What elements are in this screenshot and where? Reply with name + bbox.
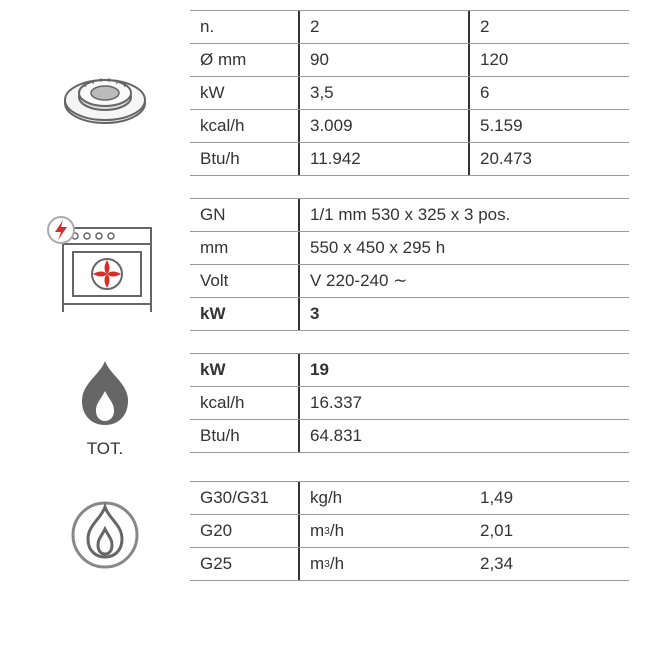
flame-solid-icon <box>70 353 140 433</box>
table-row: n.22 <box>190 10 629 44</box>
table-row: kcal/h3.0095.159 <box>190 110 629 143</box>
burner-icon-col <box>20 10 190 176</box>
burner-section: n.22Ø mm90120kW3,56kcal/h3.0095.159Btu/h… <box>20 10 629 176</box>
total-caption: TOT. <box>87 439 124 459</box>
row-label: kW <box>190 298 300 330</box>
oven-icon-col <box>20 198 190 331</box>
table-row: kW19 <box>190 353 629 387</box>
row-label: G25 <box>190 548 300 580</box>
row-value: 550 x 450 x 295 h <box>300 232 629 264</box>
total-icon-col: TOT. <box>20 353 190 459</box>
row-value-2: 120 <box>470 44 629 76</box>
row-value-1: 3.009 <box>300 110 470 142</box>
gas-icon-col <box>20 481 190 581</box>
oven-section: GN1/1 mm 530 x 325 x 3 pos.mm550 x 450 x… <box>20 198 629 331</box>
row-unit: kg/h <box>300 482 470 514</box>
row-label: Ø mm <box>190 44 300 76</box>
gas-section: G30/G31kg/h1,49G20m3/h2,01G25m3/h2,34 <box>20 481 629 581</box>
row-value: 64.831 <box>300 420 629 452</box>
table-row: kcal/h16.337 <box>190 387 629 420</box>
oven-rows: GN1/1 mm 530 x 325 x 3 pos.mm550 x 450 x… <box>190 198 629 331</box>
table-row: G25m3/h2,34 <box>190 548 629 581</box>
total-rows: kW19kcal/h16.337Btu/h64.831 <box>190 353 629 459</box>
row-value: 1/1 mm 530 x 325 x 3 pos. <box>300 199 629 231</box>
gas-rows: G30/G31kg/h1,49G20m3/h2,01G25m3/h2,34 <box>190 481 629 581</box>
table-row: GN1/1 mm 530 x 325 x 3 pos. <box>190 198 629 232</box>
row-value: V 220-240 ∼ <box>300 265 629 297</box>
table-row: VoltV 220-240 ∼ <box>190 265 629 298</box>
row-label: GN <box>190 199 300 231</box>
burner-rows: n.22Ø mm90120kW3,56kcal/h3.0095.159Btu/h… <box>190 10 629 176</box>
table-row: G20m3/h2,01 <box>190 515 629 548</box>
row-label: Btu/h <box>190 143 300 175</box>
row-label: mm <box>190 232 300 264</box>
row-label: Btu/h <box>190 420 300 452</box>
row-value: 19 <box>300 354 629 386</box>
row-label: Volt <box>190 265 300 297</box>
table-row: kW3 <box>190 298 629 331</box>
row-value-2: 5.159 <box>470 110 629 142</box>
row-value-2: 2 <box>470 11 629 43</box>
table-row: mm550 x 450 x 295 h <box>190 232 629 265</box>
row-label: kW <box>190 354 300 386</box>
burner-icon <box>55 53 155 133</box>
row-value: 16.337 <box>300 387 629 419</box>
row-value-1: 11.942 <box>300 143 470 175</box>
row-label: kcal/h <box>190 387 300 419</box>
row-value-1: 90 <box>300 44 470 76</box>
flame-outline-icon <box>70 491 140 571</box>
row-value-2: 20.473 <box>470 143 629 175</box>
row-value-1: 3,5 <box>300 77 470 109</box>
table-row: kW3,56 <box>190 77 629 110</box>
row-unit: m3/h <box>300 515 470 547</box>
row-label: kW <box>190 77 300 109</box>
row-label: n. <box>190 11 300 43</box>
oven-icon <box>45 210 165 320</box>
row-value: 1,49 <box>470 482 629 514</box>
row-value: 2,34 <box>470 548 629 580</box>
row-value-2: 6 <box>470 77 629 109</box>
table-row: Btu/h64.831 <box>190 420 629 453</box>
table-row: Ø mm90120 <box>190 44 629 77</box>
row-value: 2,01 <box>470 515 629 547</box>
row-unit: m3/h <box>300 548 470 580</box>
row-label: G20 <box>190 515 300 547</box>
total-section: TOT. kW19kcal/h16.337Btu/h64.831 <box>20 353 629 459</box>
row-label: G30/G31 <box>190 482 300 514</box>
row-label: kcal/h <box>190 110 300 142</box>
table-row: Btu/h11.94220.473 <box>190 143 629 176</box>
table-row: G30/G31kg/h1,49 <box>190 481 629 515</box>
row-value: 3 <box>300 298 629 330</box>
row-value-1: 2 <box>300 11 470 43</box>
